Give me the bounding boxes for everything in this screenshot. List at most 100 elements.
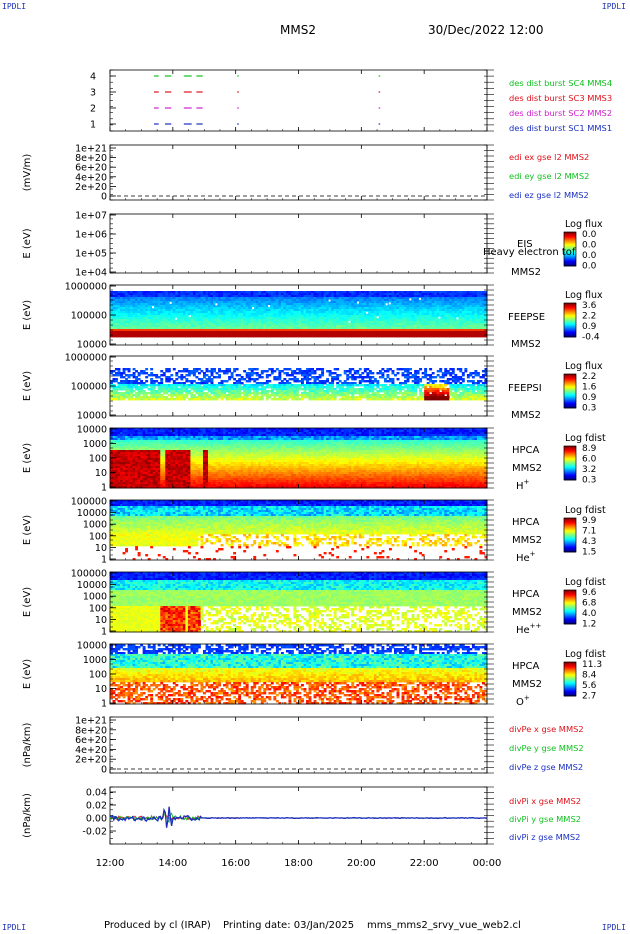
spectrogram-cell	[449, 309, 453, 312]
spectrogram-cell	[197, 301, 201, 304]
spectrogram-cell	[338, 331, 342, 334]
spectrogram-cell	[318, 309, 322, 312]
spectrogram-cell	[318, 321, 322, 324]
colorbar-band	[564, 233, 576, 235]
spectrogram-cell	[366, 327, 370, 330]
spectrogram-cell	[270, 297, 274, 300]
spectrogram-cell	[142, 327, 146, 330]
spectrogram-cell	[187, 323, 191, 326]
spectrogram-cell	[140, 311, 144, 314]
spectrogram-cell	[303, 388, 307, 391]
spectrogram-cell	[295, 392, 299, 395]
spectrogram-cell	[115, 398, 118, 401]
spectrogram-cell	[459, 311, 463, 314]
spectrogram-cell	[180, 331, 184, 334]
spectrogram-cell	[459, 331, 463, 334]
spectrogram-cell	[346, 315, 350, 318]
spectrogram-cell	[476, 307, 480, 310]
spectrogram-cell	[381, 315, 385, 318]
spectrogram-cell	[210, 303, 214, 306]
spectrogram-cell	[175, 297, 179, 300]
spectrogram-cell	[466, 321, 470, 324]
spectrogram-cell	[263, 317, 267, 320]
spectrogram-cell	[245, 392, 249, 395]
spectrogram-cell	[326, 333, 330, 336]
spectrogram-cell	[130, 301, 134, 304]
spectrogram-cell	[404, 317, 407, 320]
spectrogram-cell	[293, 327, 297, 330]
spectrogram-cell	[313, 386, 317, 389]
y-tick-label: 10000	[77, 340, 107, 351]
spectrogram-cell	[157, 323, 161, 326]
spectrogram-cell	[328, 307, 332, 310]
spectrogram-cell	[323, 392, 327, 395]
spectrogram-cell	[368, 331, 372, 334]
spectrogram-cell	[298, 301, 302, 304]
spectrogram-cell	[175, 291, 179, 294]
spectrogram-cell	[383, 313, 387, 316]
spectrogram-cell	[378, 315, 382, 318]
spectrogram-cell	[293, 305, 297, 308]
spectrogram-cell	[316, 305, 319, 308]
spectrogram-cell	[255, 309, 259, 312]
spectrogram-cell	[426, 291, 430, 294]
spectrogram-cell	[346, 291, 350, 294]
spectrogram-cell	[484, 321, 488, 324]
spectrogram-cell	[278, 327, 282, 330]
spectrogram-cell	[414, 307, 418, 310]
spectrogram-cell	[110, 311, 113, 314]
spectrogram-cell	[328, 398, 332, 401]
spectrogram-cell	[288, 384, 292, 387]
spectrogram-cell	[336, 295, 340, 298]
spectrogram-cell	[147, 305, 151, 308]
spectrogram-cell	[150, 321, 154, 324]
spectrogram-cell	[130, 291, 134, 294]
spectrogram-cell	[275, 329, 279, 332]
spectrogram-cell	[255, 396, 259, 399]
spectrogram-cell	[238, 315, 242, 318]
spectrogram-cell	[175, 382, 179, 385]
colorbar-band	[564, 248, 576, 250]
spectrogram-cell	[220, 390, 224, 393]
spectrogram-cell	[371, 297, 375, 300]
spectrogram-cell	[331, 398, 335, 401]
spectrogram-cell	[182, 309, 186, 312]
spectrogram-cell	[177, 323, 181, 326]
spectrogram-cell	[215, 335, 219, 338]
spectrogram-cell	[429, 315, 433, 318]
spectrogram-cell	[466, 307, 470, 310]
spectrogram-cell	[147, 307, 151, 310]
spectrogram-cell	[172, 313, 176, 316]
spectrogram-cell	[155, 394, 159, 397]
spectrogram-cell	[233, 315, 237, 318]
spectrogram-cell	[476, 333, 480, 336]
spectrogram-cell	[218, 299, 221, 302]
spectrogram-cell	[165, 333, 169, 336]
spectrogram-cell	[233, 295, 237, 298]
spectrogram-cell	[140, 333, 144, 336]
spectrogram-cell	[444, 305, 448, 308]
spectrogram-cell	[346, 297, 350, 300]
spectrogram-cell	[348, 331, 352, 334]
spectrogram-cell	[112, 331, 116, 334]
spectrogram-cell	[197, 319, 201, 322]
spectrogram-cell	[328, 321, 332, 324]
spectrogram-cell	[213, 390, 216, 393]
spectrogram-cell	[476, 321, 480, 324]
spectrogram-cell	[137, 382, 141, 385]
spectrogram-cell	[283, 301, 287, 304]
colorbar-band	[564, 303, 576, 305]
spectrogram-cell	[376, 305, 380, 308]
spectrogram-cell	[383, 305, 387, 308]
spectrogram-cell	[157, 307, 161, 310]
spectrogram-cell	[120, 307, 123, 310]
spectrogram-cell	[220, 386, 224, 389]
spectrogram-cell	[424, 317, 428, 320]
spectrogram-cell	[295, 325, 299, 328]
spectrogram-cell	[285, 392, 289, 395]
spectrogram-cell	[293, 291, 297, 294]
spectrogram-cell	[248, 293, 252, 296]
spectrogram-cell	[474, 323, 478, 326]
spectrogram-cell	[120, 301, 123, 304]
colorbar-band	[564, 250, 576, 252]
